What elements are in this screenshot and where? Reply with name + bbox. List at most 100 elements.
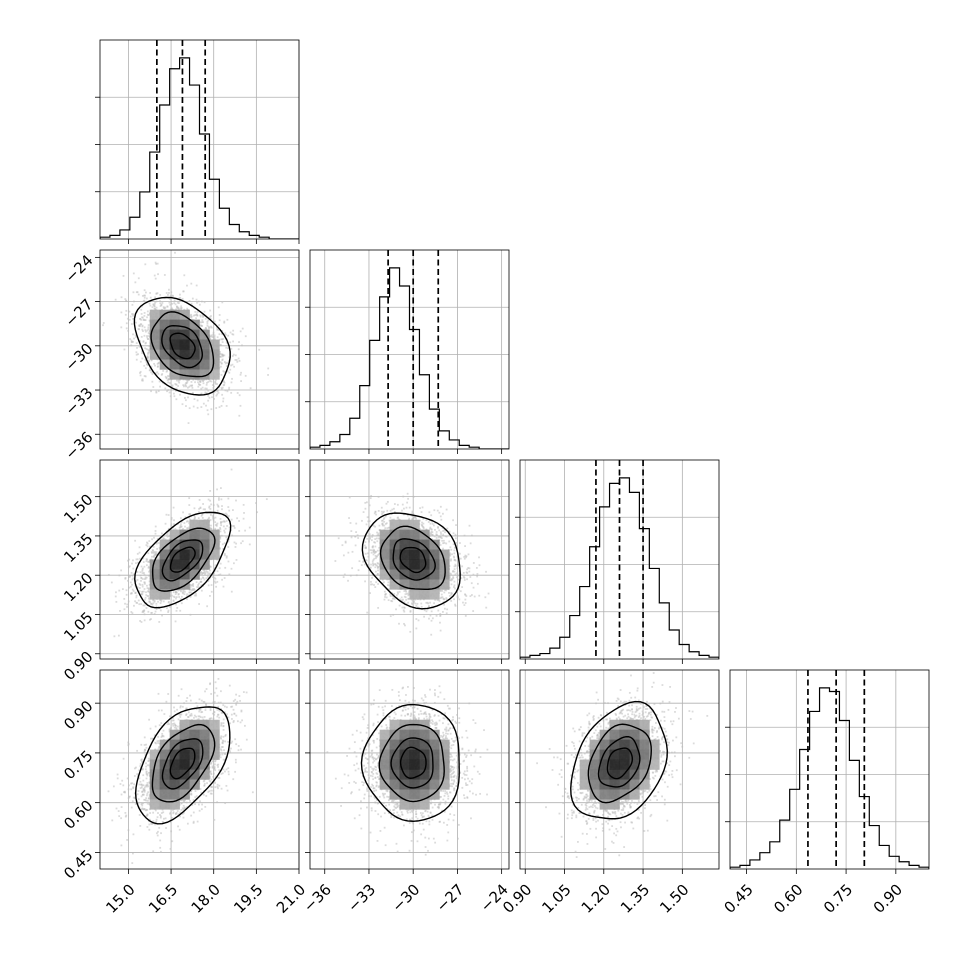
density-bin [169,579,180,590]
density-bin [169,359,180,370]
scatter-point [190,315,193,318]
scatter-point [209,380,211,382]
scatter-point [145,558,148,560]
scatter-point [222,370,225,372]
scatter-point [149,618,151,621]
scatter-point [156,548,159,550]
scatter-point [141,352,143,354]
scatter-point [188,385,191,388]
scatter-point [385,522,388,525]
scatter-point [217,574,220,576]
scatter-point [157,600,159,603]
scatter-point [143,613,146,616]
density-bin [189,529,200,540]
scatter-point [207,327,210,330]
scatter-point [153,600,156,603]
scatter-point [214,524,217,526]
scatter-point [167,609,170,612]
scatter-point [376,531,378,534]
scatter-point [153,307,156,310]
scatter-point [146,595,149,597]
scatter-point [126,579,129,582]
scatter-point [212,576,214,579]
scatter-point [199,506,202,509]
scatter-point [224,362,227,365]
scatter-point [133,337,135,340]
scatter-point [174,251,176,254]
scatter-point [174,620,177,623]
scatter-point [189,384,192,387]
scatter-point [130,571,133,574]
scatter-point [143,375,146,377]
scatter-point [403,507,405,510]
scatter-point [138,590,141,593]
scatter-point [226,390,229,393]
scatter-point [159,602,162,605]
scatter-point [218,353,221,355]
scatter-point [146,335,148,337]
scatter-point [225,346,228,349]
scatter-point [199,580,202,583]
scatter-point [192,589,195,592]
scatter-point [193,507,196,510]
scatter-point [140,603,143,605]
scatter-point [182,385,185,388]
scatter-point [143,609,146,612]
scatter-point [133,300,135,303]
scatter-point [188,513,191,516]
scatter-point [215,394,218,397]
scatter-point [214,527,217,530]
scatter-point [223,361,226,363]
scatter-point [169,294,172,297]
scatter-point [155,608,158,610]
scatter-point [154,554,156,556]
scatter-point [163,274,166,276]
scatter-point [188,522,191,525]
scatter-point [151,373,154,375]
scatter-point [186,593,189,596]
scatter-point [180,525,183,528]
scatter-point [231,355,234,357]
scatter-point [142,557,145,560]
scatter-point [199,321,202,324]
scatter-point [207,389,210,392]
scatter-point [217,328,220,331]
scatter-point [415,618,418,620]
scatter-point [436,599,439,601]
scatter-point [158,556,161,559]
scatter-point [156,262,159,265]
scatter-point [223,577,226,579]
scatter-point [120,326,123,329]
density-bin [199,349,210,360]
scatter-point [141,610,144,613]
scatter-point [207,381,210,383]
scatter-point [402,609,405,612]
scatter-point [161,373,164,375]
scatter-point [240,380,242,382]
scatter-point [145,291,147,294]
scatter-point [139,360,142,363]
scatter-point [136,571,139,573]
scatter-point [237,348,240,351]
scatter-point [168,391,171,394]
scatter-point [452,543,455,546]
scatter-point [473,595,476,598]
density-bin [159,569,170,580]
scatter-point [208,316,211,319]
scatter-point [141,568,144,571]
scatter-point [185,520,188,523]
scatter-point [176,301,179,304]
density-bin [189,319,200,330]
scatter-point [370,495,373,497]
scatter-point [210,584,213,586]
y-tick-label-0: −36 [61,428,96,463]
scatter-point [203,571,206,574]
scatter-point [173,299,176,302]
scatter-point [180,308,182,311]
scatter-point [221,508,223,511]
scatter-point [219,351,221,353]
scatter-point [174,383,177,385]
scatter-point [200,589,203,592]
scatter-point [152,550,155,553]
scatter-point [152,386,155,388]
